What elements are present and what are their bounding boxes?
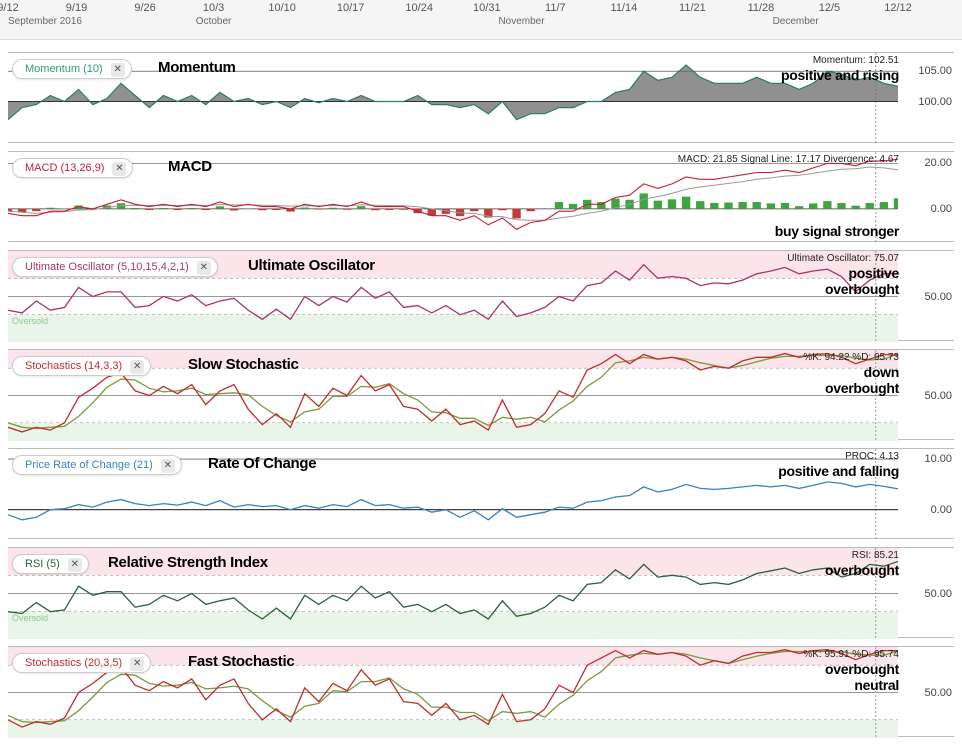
- macd-signal: buy signal stronger: [775, 223, 899, 239]
- pill-label: RSI (5): [25, 558, 60, 570]
- xaxis-tick: 10/24: [405, 2, 433, 14]
- macd-readout: MACD: 21.85 Signal Line: 17.17 Divergenc…: [678, 154, 899, 165]
- roc-indicator-pill[interactable]: Price Rate of Change (21) ✕: [12, 455, 182, 475]
- roc-yaxis: 0.00 10.00: [904, 449, 954, 538]
- roc-panel: Price Rate of Change (21) ✕ Rate Of Change…: [8, 448, 954, 539]
- xaxis-tick: 9/12: [0, 2, 19, 14]
- ytick-label: 100.00: [918, 96, 952, 108]
- rsi-readout: RSI: 85.21: [852, 550, 899, 561]
- macd-panel: MACD (13,26,9) ✕ MACD MACD: 21.85 Signal Li…: [8, 151, 954, 242]
- faststoch-indicator-pill[interactable]: Stochastics (20,3,5) ✕: [12, 653, 151, 673]
- pill-label: Stochastics (14,3,3): [25, 360, 122, 372]
- uo-readout: Ultimate Oscillator: 75.07: [787, 253, 899, 264]
- uo-indicator-pill[interactable]: Ultimate Oscillator (5,10,15,4,2,1) ✕: [12, 257, 218, 277]
- xaxis-tick: 10/31: [473, 2, 501, 14]
- slowstoch-readout: %K: 94.22 %D: 95.73: [803, 352, 899, 363]
- faststoch-title: Fast Stochastic: [188, 653, 294, 670]
- ytick-label: 0.00: [931, 504, 952, 516]
- xaxis-tick: 9/19: [66, 2, 87, 14]
- pill-label: MACD (13,26,9): [25, 162, 104, 174]
- ytick-label: 0.00: [931, 203, 952, 215]
- xaxis-tick: 9/26: [134, 2, 155, 14]
- ytick-label: 50.00: [924, 390, 952, 402]
- faststoch-panel: Stochastics (20,3,5) ✕ Fast Stochastic %K: …: [8, 646, 954, 737]
- uo-title: Ultimate Oscillator: [248, 257, 375, 274]
- pill-label: Price Rate of Change (21): [25, 459, 153, 471]
- xaxis-tick: 11/21: [679, 2, 706, 14]
- xaxis-tick: 12/12: [884, 2, 912, 14]
- xaxis-tick: 10/17: [337, 2, 365, 14]
- xaxis-month: October: [196, 16, 232, 27]
- uo-signal: positiveoverbought: [825, 265, 899, 297]
- momentum-title: Momentum: [158, 59, 236, 76]
- momentum-indicator-pill[interactable]: Momentum (10) ✕: [12, 59, 132, 79]
- date-axis: 9/12 9/19 9/26 10/3 10/10 10/17 10/24 10/31 11/7…: [0, 0, 962, 40]
- slowstoch-indicator-pill[interactable]: Stochastics (14,3,3) ✕: [12, 356, 151, 376]
- faststoch-yaxis: 50.00: [904, 647, 954, 736]
- macd-chart: [8, 152, 898, 243]
- xaxis-tick: 12/5: [819, 2, 840, 14]
- rsi-yaxis: 50.00: [904, 548, 954, 637]
- momentum-signal: positive and rising: [781, 67, 899, 83]
- momentum-yaxis: 100.00 105.00: [904, 53, 954, 142]
- close-icon[interactable]: ✕: [68, 558, 82, 572]
- rsi-panel: RSI (5) ✕ Relative Strength Index RSI: 85.2…: [8, 547, 954, 638]
- ytick-label: 50.00: [924, 588, 952, 600]
- rsi-title: Relative Strength Index: [108, 554, 268, 571]
- close-icon[interactable]: ✕: [130, 360, 144, 374]
- xaxis-tick: 10/3: [203, 2, 224, 14]
- close-icon[interactable]: ✕: [197, 261, 211, 275]
- roc-signal: positive and falling: [778, 463, 899, 479]
- momentum-panel: Momentum (10) ✕ Momentum Momentum: 102.51po…: [8, 52, 954, 143]
- ytick-label: 50.00: [924, 291, 952, 303]
- rsi-signal: overbought: [825, 562, 899, 578]
- pill-label: Ultimate Oscillator (5,10,15,4,2,1): [25, 261, 189, 273]
- ytick-label: 20.00: [924, 157, 952, 169]
- xaxis-month: December: [773, 16, 819, 27]
- uo-yaxis: 50.00: [904, 251, 954, 340]
- xaxis-tick: 11/14: [611, 2, 638, 14]
- momentum-chart: [8, 53, 898, 144]
- close-icon[interactable]: ✕: [112, 162, 126, 176]
- xaxis-tick: 10/10: [268, 2, 296, 14]
- pill-label: Stochastics (20,3,5): [25, 657, 122, 669]
- slowstoch-panel: Stochastics (14,3,3) ✕ Slow Stochastic %K: …: [8, 349, 954, 440]
- roc-readout: PROC: 4.13: [845, 451, 899, 462]
- ytick-label: 105.00: [918, 65, 952, 77]
- pill-label: Momentum (10): [25, 63, 103, 75]
- oversold-label: Oversold: [12, 613, 48, 623]
- ytick-label: 50.00: [924, 687, 952, 699]
- close-icon[interactable]: ✕: [161, 459, 175, 473]
- xaxis-month: November: [498, 16, 544, 27]
- faststoch-signal: overboughtneutral: [825, 661, 899, 693]
- uo-panel: Ultimate Oscillator (5,10,15,4,2,1)✕Ulti…: [8, 250, 954, 341]
- macd-yaxis: 0.00 20.00: [904, 152, 954, 241]
- close-icon[interactable]: ✕: [130, 657, 144, 671]
- macd-title: MACD: [168, 158, 212, 175]
- faststoch-readout: %K: 95.91 %D: 95.74: [803, 649, 899, 660]
- slowstoch-yaxis: 50.00: [904, 350, 954, 439]
- xaxis-tick: 11/7: [545, 2, 566, 14]
- slowstoch-signal: downoverbought: [825, 364, 899, 396]
- xaxis-tick: 11/28: [748, 2, 775, 14]
- roc-title: Rate Of Change: [208, 455, 316, 472]
- momentum-readout: Momentum: 102.51: [813, 55, 899, 66]
- rsi-indicator-pill[interactable]: RSI (5) ✕: [12, 554, 89, 574]
- ytick-label: 10.00: [924, 453, 952, 465]
- oversold-label: Oversold: [12, 316, 48, 326]
- close-icon[interactable]: ✕: [111, 63, 125, 77]
- slowstoch-title: Slow Stochastic: [188, 356, 299, 373]
- xaxis-month: September 2016: [8, 16, 82, 27]
- macd-indicator-pill[interactable]: MACD (13,26,9) ✕: [12, 158, 133, 178]
